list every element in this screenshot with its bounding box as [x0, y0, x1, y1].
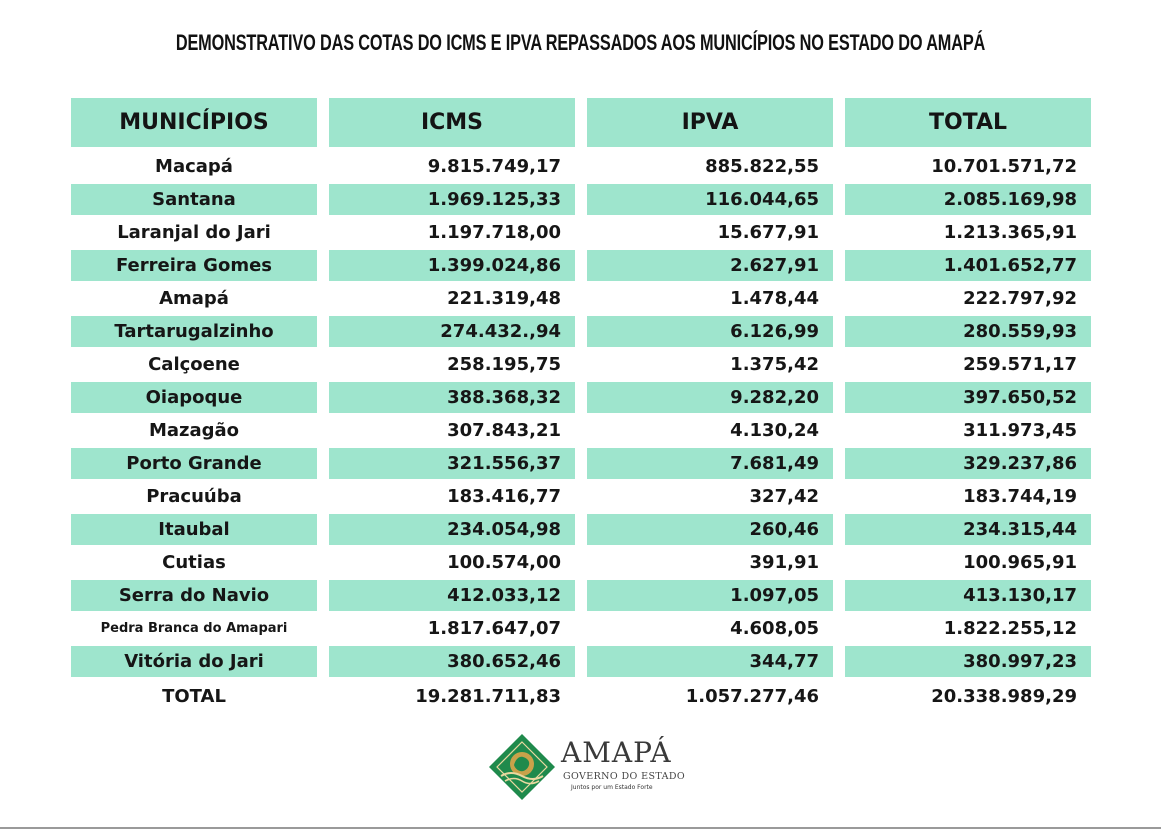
total-cell: 10.701.571,72	[931, 156, 1077, 177]
ipva-cell: 1.375,42	[730, 354, 819, 375]
total-cell: 413.130,17	[845, 580, 1091, 611]
total-icms: 19.281.711,83	[415, 686, 561, 707]
municipio-cell: Tartarugalzinho	[71, 316, 317, 347]
total-cell: 1.401.652,77	[845, 250, 1091, 281]
icms-cell: 100.574,00	[447, 552, 561, 573]
icms-cell: 274.432.,94	[329, 316, 575, 347]
page-title: DEMONSTRATIVO DAS COTAS DO ICMS E IPVA R…	[175, 30, 986, 55]
ipva-cell: 391,91	[749, 552, 819, 573]
municipio-cell: Vitória do Jari	[71, 646, 317, 677]
total-cell: 380.997,23	[845, 646, 1091, 677]
total-cell: 222.797,92	[963, 288, 1077, 309]
total-cell: 100.965,91	[963, 552, 1077, 573]
municipio-cell: Santana	[71, 184, 317, 215]
ipva-cell: 1.478,44	[730, 288, 819, 309]
ipva-cell: 4.130,24	[730, 420, 819, 441]
municipio-cell: Pracuúba	[146, 486, 242, 507]
municipio-cell: Serra do Navio	[71, 580, 317, 611]
total-cell: 397.650,52	[845, 382, 1091, 413]
municipio-cell: Cutias	[162, 552, 226, 573]
total-cell: 311.973,45	[963, 420, 1077, 441]
icms-cell: 412.033,12	[329, 580, 575, 611]
icms-cell: 1.817.647,07	[427, 618, 561, 639]
municipio-cell: Calçoene	[148, 354, 240, 375]
municipio-cell: Itaubal	[71, 514, 317, 545]
ipva-cell: 6.126,99	[587, 316, 833, 347]
municipio-cell: Porto Grande	[71, 448, 317, 479]
ipva-cell: 15.677,91	[717, 222, 819, 243]
municipio-cell: Ferreira Gomes	[71, 250, 317, 281]
logo-name: AMAPÁ	[561, 736, 672, 769]
total-cell: 259.571,17	[963, 354, 1077, 375]
total-label: TOTAL	[162, 686, 226, 707]
municipio-cell: Macapá	[155, 156, 233, 177]
header-municipios: MUNICÍPIOS	[71, 98, 317, 147]
header-icms: ICMS	[329, 98, 575, 147]
ipva-cell: 116.044,65	[587, 184, 833, 215]
total-ipva: 1.057.277,46	[685, 686, 819, 707]
icms-cell: 388.368,32	[329, 382, 575, 413]
cotas-table: MUNICÍPIOS ICMS IPVA TOTAL Macapá 9.815.…	[71, 98, 1091, 712]
ipva-cell: 1.097,05	[587, 580, 833, 611]
total-cell: 280.559,93	[845, 316, 1091, 347]
total-cell: 1.213.365,91	[943, 222, 1077, 243]
icms-cell: 234.054,98	[329, 514, 575, 545]
ipva-cell: 327,42	[749, 486, 819, 507]
icms-cell: 307.843,21	[447, 420, 561, 441]
ipva-cell: 9.282,20	[587, 382, 833, 413]
amapa-emblem-icon	[489, 734, 555, 800]
total-cell: 234.315,44	[845, 514, 1091, 545]
total-cell: 2.085.169,98	[845, 184, 1091, 215]
logo-slogan: Juntos por um Estado Forte	[571, 784, 653, 791]
ipva-cell: 260,46	[587, 514, 833, 545]
logo-subtitle: GOVERNO DO ESTADO	[563, 771, 686, 782]
total-cell: 329.237,86	[845, 448, 1091, 479]
ipva-cell: 4.608,05	[730, 618, 819, 639]
icms-cell: 1.969.125,33	[329, 184, 575, 215]
municipio-cell: Laranjal do Jari	[117, 222, 271, 243]
ipva-cell: 2.627,91	[587, 250, 833, 281]
ipva-cell: 344,77	[587, 646, 833, 677]
ipva-cell: 7.681,49	[587, 448, 833, 479]
icms-cell: 9.815.749,17	[427, 156, 561, 177]
bottom-divider	[0, 827, 1161, 829]
icms-cell: 380.652,46	[329, 646, 575, 677]
icms-cell: 1.197.718,00	[427, 222, 561, 243]
municipio-cell: Oiapoque	[71, 382, 317, 413]
total-total: 20.338.989,29	[931, 686, 1077, 707]
total-cell: 183.744,19	[963, 486, 1077, 507]
icms-cell: 183.416,77	[447, 486, 561, 507]
header-total: TOTAL	[845, 98, 1091, 147]
municipio-cell: Mazagão	[148, 420, 240, 441]
header-ipva: IPVA	[587, 98, 833, 147]
icms-cell: 1.399.024,86	[329, 250, 575, 281]
governo-amapa-logo: AMAPÁ GOVERNO DO ESTADO Juntos por um Es…	[487, 732, 707, 802]
municipio-cell: Pedra Branca do Amapari	[100, 621, 288, 636]
icms-cell: 321.556,37	[329, 448, 575, 479]
total-cell: 1.822.255,12	[943, 618, 1077, 639]
icms-cell: 258.195,75	[447, 354, 561, 375]
ipva-cell: 885.822,55	[705, 156, 819, 177]
municipio-cell: Amapá	[159, 288, 229, 309]
icms-cell: 221.319,48	[447, 288, 561, 309]
